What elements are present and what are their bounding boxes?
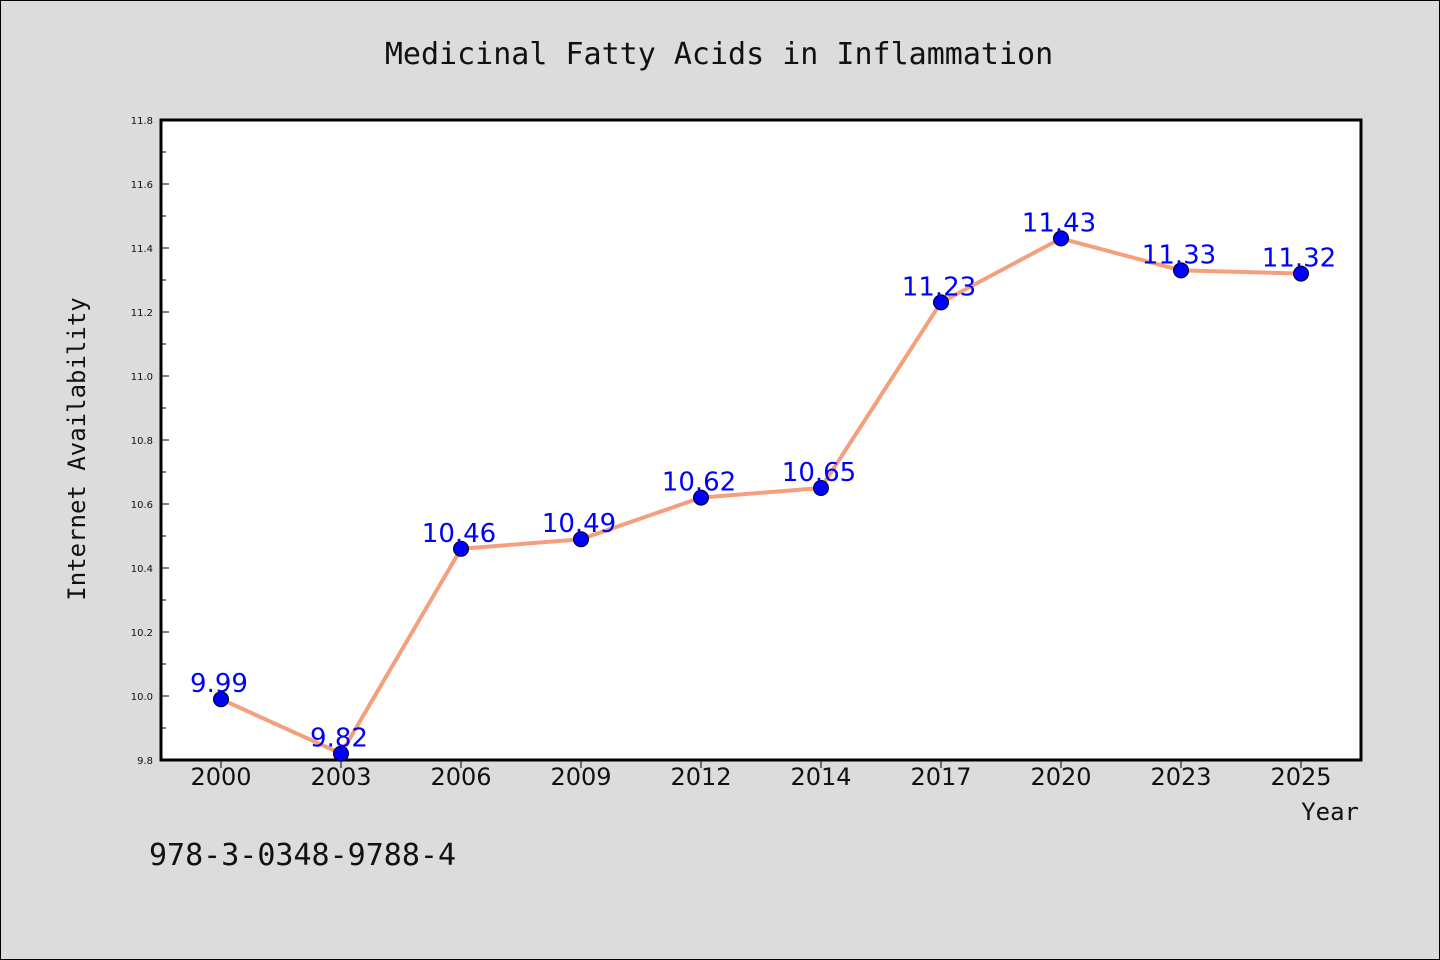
x-axis: 2000 2003 2006 2009 2012 2014 2017 2020 2023 2025 [190, 760, 1332, 791]
data-point [933, 294, 949, 311]
plot-area [159, 118, 1363, 762]
data-point [1293, 265, 1309, 282]
y-tick-label: 11.2 [131, 308, 153, 319]
x-tick-label: 2020 [1030, 763, 1091, 791]
data-label: 10.46 [422, 519, 496, 549]
data-label: 11.43 [1022, 208, 1096, 238]
y-tick-label: 10.8 [131, 436, 153, 447]
x-tick-label: 2014 [790, 763, 851, 791]
data-label: 10.49 [542, 509, 616, 539]
x-tick-label: 2017 [910, 763, 971, 791]
data-label: 9.82 [310, 724, 368, 754]
data-point [453, 540, 469, 557]
data-label: 11.33 [1142, 240, 1216, 270]
isbn-annotation: 978-3-0348-9788-4 [149, 838, 456, 873]
x-tick-label: 2023 [1150, 763, 1211, 791]
data-label: 11.23 [902, 272, 976, 302]
data-point [333, 745, 349, 762]
y-tick-label: 10.4 [131, 564, 153, 575]
y-tick-label: 10.6 [131, 500, 153, 511]
series-line [220, 236, 1302, 756]
x-tick-label: 2012 [670, 763, 731, 791]
data-label: 9.99 [190, 669, 248, 699]
data-point [1053, 230, 1069, 247]
data-label: 11.32 [1262, 244, 1336, 274]
y-axis-label: Internet Availability [63, 297, 91, 600]
x-tick-label: 2000 [190, 763, 251, 791]
x-tick-label: 2009 [550, 763, 611, 791]
data-point [813, 480, 829, 496]
data-point [1173, 262, 1189, 279]
data-point [213, 691, 229, 708]
y-tick-label: 11.6 [131, 180, 153, 191]
x-axis-label: Year [1301, 798, 1359, 826]
y-tick-label: 10.2 [131, 628, 153, 639]
chart-title: Medicinal Fatty Acids in Inflammation [385, 37, 1053, 72]
data-label: 10.62 [662, 468, 736, 498]
y-tick-label: 11.4 [131, 244, 153, 255]
x-tick-label: 2003 [310, 763, 371, 791]
x-tick-label: 2025 [1270, 763, 1331, 791]
y-tick-label: 10.0 [131, 692, 153, 703]
y-axis: 9.8 10.0 10.2 10.4 10.6 10.8 11.0 11.2 11.4 11.6 1… [131, 116, 169, 767]
series-layer: 9.99 9.82 10.46 10.49 10.62 10.65 11.23 11.43 11… [190, 208, 1336, 762]
y-tick-label: 11.8 [131, 116, 153, 127]
y-tick-label: 9.8 [137, 756, 153, 767]
x-tick-label: 2006 [430, 763, 491, 791]
data-point [573, 531, 589, 548]
data-point [693, 489, 709, 506]
data-label: 10.65 [782, 458, 856, 488]
y-tick-label: 11.0 [131, 372, 153, 383]
